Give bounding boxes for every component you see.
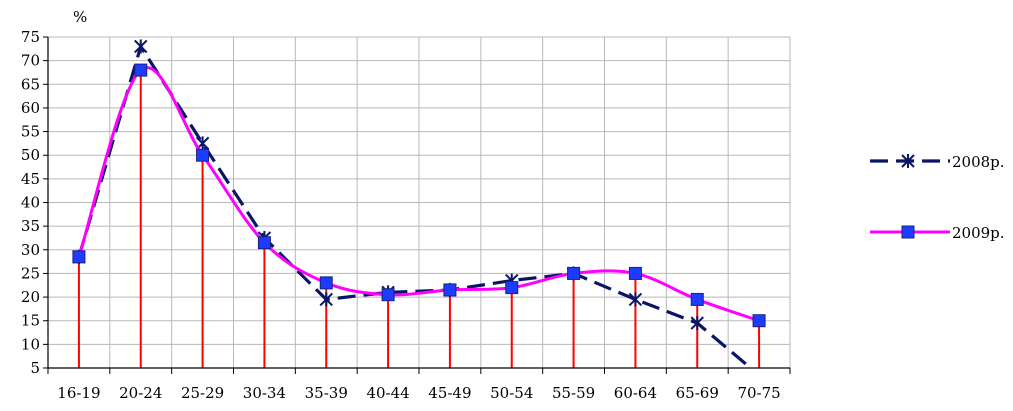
data-point-2009 <box>381 288 395 302</box>
data-point-2008 <box>134 39 148 54</box>
x-tick-label: 20-24 <box>119 384 162 402</box>
legend-marker-2009 <box>901 225 915 239</box>
y-tick-label: 45 <box>21 170 40 188</box>
y-tick-label: 70 <box>21 52 40 70</box>
data-point-2009 <box>134 63 148 77</box>
y-tick-label: 20 <box>21 288 40 306</box>
y-tick-label: 65 <box>21 75 40 93</box>
y-tick-label: 75 <box>21 28 40 46</box>
legend-label-2009: 2009р. <box>952 224 1005 242</box>
y-axis-label: % <box>73 8 87 26</box>
y-tick-label: 5 <box>30 359 40 377</box>
legend-item-2008: 2008р. <box>870 153 1005 171</box>
data-point-2008 <box>690 316 704 331</box>
data-point-2009 <box>196 148 210 162</box>
data-point-2009 <box>257 236 271 250</box>
series-2009 <box>72 63 766 328</box>
y-tick-label: 25 <box>21 264 40 282</box>
y-axis-ticks: 5 10 15 20 25 30 35 40 45 50 55 60 65 70 75 <box>21 28 48 377</box>
y-tick-label: 50 <box>21 146 40 164</box>
x-tick-label: 55-59 <box>552 384 595 402</box>
x-axis-ticks: 16-19 20-24 25-29 30-34 35-39 40-44 45-49 50-54… <box>47 368 791 402</box>
data-point-2008 <box>628 292 643 307</box>
y-tick-label: 40 <box>21 194 40 212</box>
data-point-2009 <box>690 292 704 306</box>
data-point-2009 <box>72 250 86 264</box>
y-tick-label: 35 <box>21 217 40 235</box>
x-tick-label: 40-44 <box>366 384 409 402</box>
x-tick-label: 35-39 <box>305 384 348 402</box>
data-point-2009 <box>752 314 766 328</box>
y-tick-label: 60 <box>21 99 40 117</box>
x-tick-label: 45-49 <box>428 384 471 402</box>
series-line-2008 <box>77 42 754 368</box>
x-tick-label: 25-29 <box>181 384 224 402</box>
data-point-2008 <box>753 368 765 382</box>
data-point-2008 <box>319 292 333 307</box>
x-tick-label: 60-64 <box>614 384 657 402</box>
x-tick-label: 16-19 <box>57 384 100 402</box>
y-tick-label: 15 <box>21 312 40 330</box>
data-point-2009 <box>443 283 457 297</box>
x-tick-label: 50-54 <box>490 384 533 402</box>
legend-label-2008: 2008р. <box>952 153 1005 171</box>
x-tick-label: 70-75 <box>737 384 780 402</box>
y-tick-label: 30 <box>21 241 40 259</box>
y-tick-label: 55 <box>21 123 40 141</box>
x-tick-label: 65-69 <box>676 384 719 402</box>
data-point-2009 <box>628 266 642 280</box>
data-point-2009 <box>505 281 519 295</box>
series <box>72 39 766 382</box>
drop-lines <box>77 70 761 368</box>
x-tick-label: 30-34 <box>243 384 286 402</box>
data-point-2009 <box>567 266 581 280</box>
data-point-2009 <box>319 276 333 290</box>
legend: 2008р. 2009р. <box>870 153 1005 242</box>
y-tick-label: 10 <box>21 335 40 353</box>
grid <box>48 36 791 369</box>
legend-item-2009: 2009р. <box>870 224 1005 242</box>
legend-marker-2008 <box>901 154 915 168</box>
